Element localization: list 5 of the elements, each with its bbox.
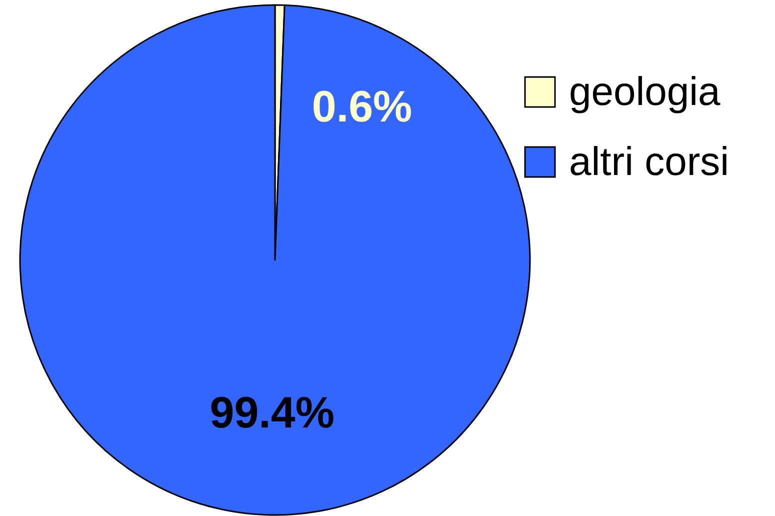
- legend-label: geologia: [569, 70, 722, 114]
- data-label: 0.6%: [312, 82, 412, 132]
- legend-label: altri corsi: [569, 140, 730, 184]
- pie-slice: [19, 4, 531, 516]
- data-label: 99.4%: [210, 388, 334, 438]
